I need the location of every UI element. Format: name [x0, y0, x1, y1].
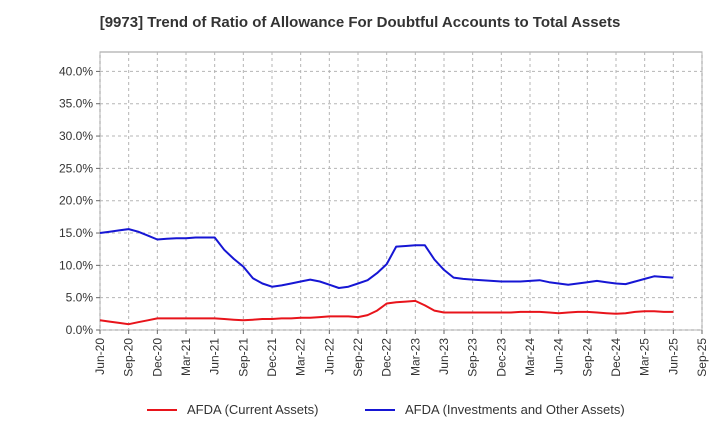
y-axis-ticks: 0.0% 5.0% 10.0% 15.0% 20.0% 25.0% 30.0% 35.0% 40… [59, 64, 100, 337]
x-tick-label: Dec-24 [609, 338, 623, 377]
y-tick-label: 35.0% [59, 97, 93, 111]
legend-label-1: AFDA (Current Assets) [187, 402, 318, 417]
x-tick-label: Jun-21 [208, 338, 222, 375]
x-tick-label: Mar-24 [523, 338, 537, 376]
x-tick-label: Mar-21 [179, 338, 193, 376]
x-tick-label: Sep-21 [236, 338, 250, 377]
y-tick-label: 15.0% [59, 226, 93, 240]
x-tick-label: Dec-22 [380, 338, 394, 377]
y-tick-label: 30.0% [59, 129, 93, 143]
x-tick-label: Sep-23 [466, 338, 480, 377]
series-lines [99, 228, 674, 326]
x-tick-label: Sep-22 [351, 338, 365, 377]
x-axis-ticks: Jun-20 Sep-20 Dec-20 Mar-21 Jun-21 Sep-21 Dec-… [93, 330, 709, 377]
legend-label-2: AFDA (Investments and Other Assets) [405, 402, 625, 417]
x-tick-label: Jun-25 [666, 338, 680, 375]
y-tick-label: 5.0% [66, 291, 94, 305]
y-tick-label: 40.0% [59, 64, 93, 78]
x-tick-label: Mar-22 [294, 338, 308, 376]
plot-area [99, 51, 703, 331]
series-line-2 [99, 228, 674, 289]
y-tick-label: 0.0% [66, 323, 94, 337]
y-tick-label: 20.0% [59, 194, 93, 208]
series-line-1 [99, 299, 674, 326]
y-tick-label: 25.0% [59, 161, 93, 175]
x-tick-label: Mar-23 [408, 338, 422, 376]
x-tick-label: Dec-23 [494, 338, 508, 377]
x-tick-label: Jun-20 [93, 338, 107, 375]
x-tick-label: Sep-24 [580, 338, 594, 377]
x-tick-label: Jun-24 [552, 338, 566, 375]
x-tick-label: Sep-20 [122, 338, 136, 377]
x-tick-label: Jun-23 [437, 338, 451, 375]
x-tick-label: Dec-20 [150, 338, 164, 377]
grid-lines [99, 52, 703, 331]
legend: AFDA (Current Assets) AFDA (Investments a… [147, 402, 625, 417]
x-tick-label: Jun-22 [322, 338, 336, 375]
x-tick-label: Dec-21 [265, 338, 279, 377]
y-tick-label: 10.0% [59, 258, 93, 272]
x-tick-label: Mar-25 [638, 338, 652, 376]
chart-title: [9973] Trend of Ratio of Allowance For D… [99, 14, 621, 31]
x-tick-label: Sep-25 [695, 338, 709, 377]
